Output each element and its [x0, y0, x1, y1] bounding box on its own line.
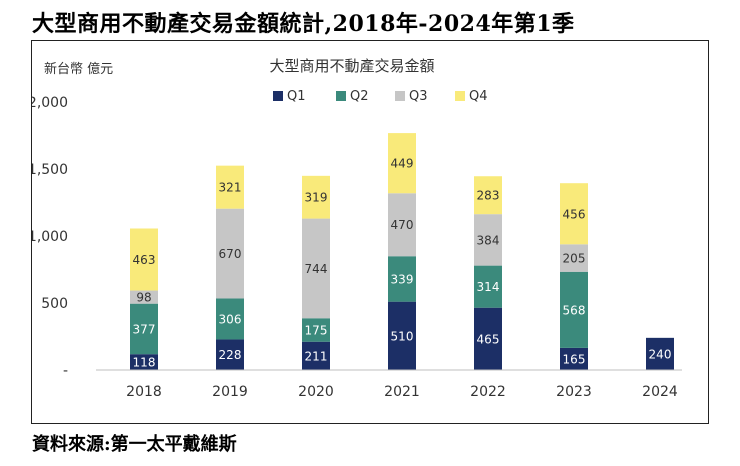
- bar-2022-q3: [474, 214, 502, 266]
- bars: 118 377 98 463 228 306 670 321 211 175 744 319 510 33…: [130, 133, 674, 370]
- data-label-2024-q1: 240: [649, 347, 672, 361]
- bar-2019-q1: [216, 339, 244, 370]
- bar-2022-q1: [474, 307, 502, 370]
- data-label-2022-q2: 314: [477, 280, 500, 294]
- data-label-2019-q2: 306: [219, 312, 242, 326]
- data-label-2019-q4: 321: [219, 181, 242, 195]
- x-tick-label-2019: 2019: [212, 384, 248, 400]
- data-label-2022-q3: 384: [477, 233, 500, 247]
- x-axis: 2018 2019 2020 2021 2022 2023 2024: [96, 369, 682, 400]
- data-label-2018-q4: 463: [133, 253, 156, 267]
- bar-2024-q1: [646, 337, 674, 370]
- data-label-2020-q2: 175: [305, 324, 328, 338]
- bar-2023-q2: [560, 271, 588, 348]
- legend-swatch-q1: [273, 91, 283, 101]
- bar-2023-q1: [560, 347, 588, 370]
- source-note: 資料來源:第一太平戴維斯: [32, 434, 237, 455]
- legend-label-q2: Q2: [350, 89, 369, 104]
- legend: Q1 Q2 Q3 Q4: [273, 89, 488, 104]
- y-tick-label: 1,000: [32, 229, 68, 245]
- data-label-2020-q1: 211: [305, 349, 328, 363]
- data-label-2019-q3: 670: [219, 247, 242, 261]
- data-label-2021-q1: 510: [391, 329, 414, 343]
- bar-2020-q2: [302, 318, 330, 342]
- data-label-2018-q1: 118: [133, 356, 156, 370]
- bar-2018-q3: [130, 290, 158, 304]
- bar-2020-q4: [302, 175, 330, 219]
- y-tick-label: -: [63, 363, 68, 379]
- x-tick-label-2023: 2023: [556, 384, 592, 400]
- bar-2023-q4: [560, 183, 588, 245]
- page-title: 大型商用不動產交易金額統計,2018年-2024年第1季: [32, 11, 575, 37]
- legend-swatch-q4: [455, 91, 465, 101]
- x-tick-label-2021: 2021: [384, 384, 420, 400]
- bar-2022-q2: [474, 265, 502, 308]
- data-label-2020-q4: 319: [305, 191, 328, 205]
- bar-2018-q1: [130, 354, 158, 370]
- legend-label-q3: Q3: [409, 89, 428, 104]
- bar-2019-q4: [216, 165, 244, 209]
- y-tick-label: 500: [41, 296, 68, 312]
- bar-2020-q3: [302, 218, 330, 319]
- data-label-2021-q2: 339: [391, 272, 414, 286]
- data-label-2023-q4: 456: [563, 207, 586, 221]
- x-tick-label-2024: 2024: [642, 384, 678, 400]
- x-tick-label-2022: 2022: [470, 384, 506, 400]
- legend-swatch-q3: [395, 91, 405, 101]
- bar-2023-q3: [560, 244, 588, 272]
- data-label-2022-q1: 465: [477, 332, 500, 346]
- stacked-bar-chart: 大型商用不動產交易金額 新台幣 億元 Q1 Q2 Q3 Q4 - 500 1,000 1,5…: [32, 57, 682, 400]
- legend-swatch-q2: [336, 91, 346, 101]
- data-label-2019-q1: 228: [219, 348, 242, 362]
- y-axis-label: 新台幣 億元: [44, 61, 113, 77]
- data-label-2022-q4: 283: [477, 189, 500, 203]
- y-tick-label: 1,500: [32, 162, 68, 178]
- bar-2021-q1: [388, 301, 416, 370]
- bar-2021-q3: [388, 193, 416, 257]
- y-tick-label: 2,000: [32, 95, 68, 111]
- legend-label-q4: Q4: [469, 89, 488, 104]
- legend-label-q1: Q1: [287, 89, 306, 104]
- data-label-2023-q3: 205: [563, 252, 586, 266]
- data-label-2023-q2: 568: [563, 303, 586, 317]
- data-label-2021-q3: 470: [391, 218, 414, 232]
- bar-2019-q2: [216, 298, 244, 340]
- chart-frame: 大型商用不動產交易金額 新台幣 億元 Q1 Q2 Q3 Q4 - 500 1,000 1,5…: [31, 40, 709, 424]
- data-label-2018-q3: 98: [136, 291, 151, 305]
- data-label-2023-q1: 165: [563, 352, 586, 366]
- data-label-2020-q3: 744: [305, 262, 328, 276]
- bar-2020-q1: [302, 341, 330, 370]
- x-tick-label-2020: 2020: [298, 384, 334, 400]
- data-label-2021-q4: 449: [391, 157, 414, 171]
- bar-2021-q4: [388, 133, 416, 194]
- y-axis: - 500 1,000 1,500 2,000: [32, 95, 68, 379]
- bar-2021-q2: [388, 256, 416, 302]
- x-tick-label-2018: 2018: [126, 384, 162, 400]
- bar-2022-q4: [474, 176, 502, 215]
- bar-2018-q4: [130, 228, 158, 291]
- data-label-2018-q2: 377: [133, 322, 156, 336]
- chart-title: 大型商用不動產交易金額: [269, 57, 434, 75]
- bar-2018-q2: [130, 303, 158, 355]
- bar-2019-q3: [216, 208, 244, 299]
